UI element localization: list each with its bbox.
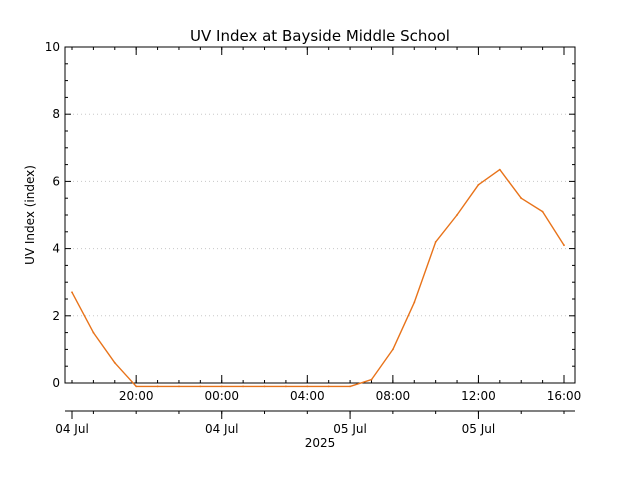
plot-frame bbox=[64, 46, 576, 384]
y-tick-label: 8 bbox=[52, 107, 60, 121]
uv-index-point bbox=[71, 291, 73, 294]
x-time-label: 20:00 bbox=[119, 389, 154, 403]
uv-index-point bbox=[285, 385, 287, 388]
y-tick-label: 10 bbox=[45, 40, 60, 54]
chart-title: UV Index at Bayside Middle School bbox=[190, 27, 450, 45]
y-tick-label: 2 bbox=[52, 309, 60, 323]
uv-index-point bbox=[563, 244, 565, 247]
x-axis-label: 2025 bbox=[305, 436, 336, 450]
x-time-label: 08:00 bbox=[376, 389, 411, 403]
y-tick-label: 0 bbox=[52, 376, 60, 390]
x-date-label: 05 Jul bbox=[462, 422, 496, 436]
x-date-label: 04 Jul bbox=[205, 422, 239, 436]
x-date-label: 04 Jul bbox=[55, 422, 89, 436]
uv-index-point bbox=[327, 385, 330, 388]
x-time-label: 12:00 bbox=[461, 389, 496, 403]
uv-index-point bbox=[498, 168, 501, 171]
uv-index-point bbox=[541, 210, 544, 213]
y-tick-label: 6 bbox=[52, 174, 60, 188]
uv-index-point bbox=[242, 385, 245, 388]
x-time-label: 04:00 bbox=[290, 389, 325, 403]
uv-index-point bbox=[434, 241, 437, 243]
uv-index-point bbox=[156, 385, 159, 388]
x-date-label: 05 Jul bbox=[333, 422, 367, 436]
uv-index-point bbox=[370, 378, 373, 381]
uv-index-point bbox=[92, 331, 95, 334]
uv-index-series-line bbox=[71, 168, 565, 388]
y-axis-label: UV Index (index) bbox=[23, 165, 37, 265]
uv-index-point bbox=[456, 214, 458, 216]
uv-index-point bbox=[135, 385, 138, 388]
uv-index-point bbox=[520, 197, 523, 200]
uv-index-point bbox=[477, 183, 480, 186]
uv-index-point bbox=[392, 348, 394, 351]
uv-index-point bbox=[349, 385, 351, 388]
uv-index-point bbox=[199, 385, 202, 388]
uv-index-point bbox=[113, 361, 116, 364]
y-tick-label: 4 bbox=[52, 242, 60, 256]
uv-index-point bbox=[178, 385, 180, 388]
uv-index-point bbox=[263, 385, 266, 388]
uv-index-point bbox=[306, 385, 309, 388]
x-time-label: 00:00 bbox=[204, 389, 239, 403]
uv-index-point bbox=[413, 301, 416, 304]
uv-index-point bbox=[220, 385, 223, 388]
x-time-label: 16:00 bbox=[547, 389, 582, 403]
